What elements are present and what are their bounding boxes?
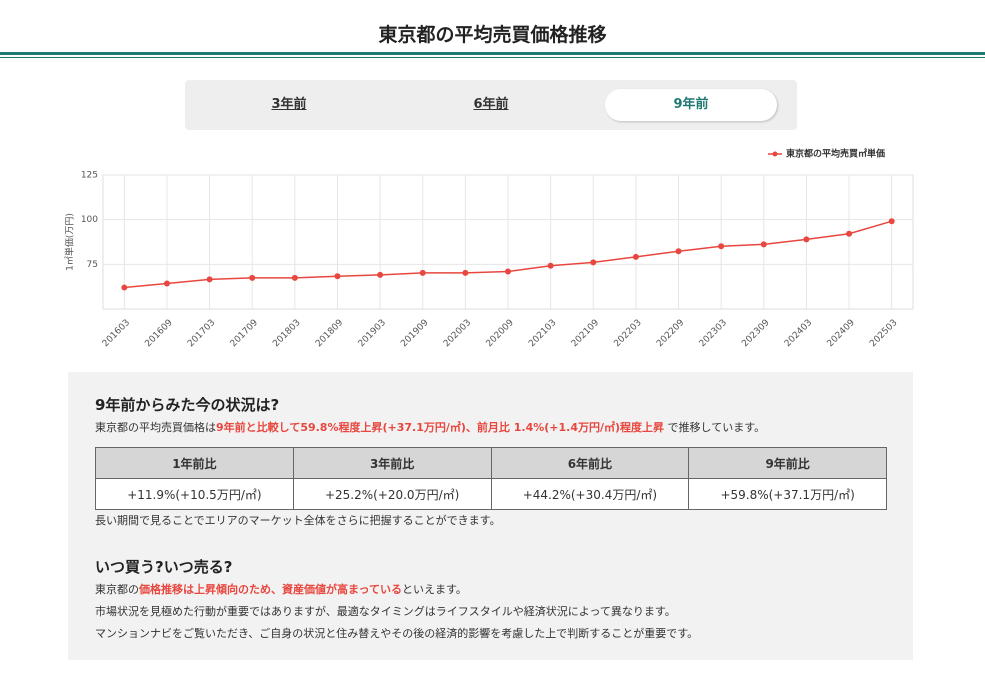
data-point bbox=[419, 269, 426, 276]
tab[interactable]: 6年前 bbox=[473, 97, 509, 112]
advice-line: 市場状況を見極めた行動が重要ではありますが、最適なタイミングはライフスタイルや経… bbox=[95, 605, 676, 618]
legend-label: 東京都の平均売買㎡単価 bbox=[786, 148, 885, 160]
x-tick-label: 202003 bbox=[442, 318, 473, 349]
data-point bbox=[334, 273, 341, 280]
x-tick-label: 202209 bbox=[655, 318, 687, 350]
header-cell: 9年前比 bbox=[688, 447, 887, 479]
y-tick-label: 125 bbox=[81, 171, 98, 181]
header-cell: 3年前比 bbox=[292, 447, 492, 479]
advice-line: 東京都の価格推移は上昇傾向のため、資産価値が高まっているといえます。 bbox=[95, 581, 467, 597]
x-tick-label: 201803 bbox=[271, 318, 302, 349]
cell: +59.8%(+37.1万円/㎡) bbox=[688, 478, 887, 510]
data-point bbox=[206, 276, 213, 283]
x-tick-label: 202309 bbox=[740, 318, 772, 350]
tab-bar: 3年前 6年前 9年前 bbox=[185, 80, 797, 130]
highlight: 価格推移は上昇傾向のため、資産価値が高まっている bbox=[139, 583, 403, 596]
data-point bbox=[888, 218, 895, 225]
summary-panel: 9年前からみた今の状況は? 東京都の平均売買価格は9年前と比較して59.8%程度… bbox=[68, 372, 913, 660]
page-title: 東京都の平均売買価格推移 bbox=[378, 24, 607, 46]
highlight: 9年前と比較して59.8%程度上昇(+37.1万円/㎡)、前月比 1.4%(+1… bbox=[216, 421, 665, 434]
data-point bbox=[760, 241, 767, 248]
data-point bbox=[846, 230, 853, 237]
x-tick-label: 202503 bbox=[868, 318, 899, 349]
y-tick-label: 100 bbox=[81, 215, 98, 225]
x-tick-label: 202109 bbox=[570, 318, 602, 350]
table-row: +11.9%(+10.5万円/㎡) +25.2%(+20.0万円/㎡) +44.… bbox=[95, 478, 887, 510]
data-point bbox=[590, 259, 597, 266]
data-point bbox=[121, 284, 128, 291]
x-tick-label: 202103 bbox=[527, 318, 558, 349]
data-point bbox=[632, 253, 639, 260]
legend-marker bbox=[772, 151, 778, 157]
data-point bbox=[377, 271, 384, 278]
title-rule bbox=[0, 52, 985, 55]
tab[interactable]: 3年前 bbox=[271, 97, 307, 112]
y-tick-label: 75 bbox=[87, 260, 98, 270]
text: で推移しています。 bbox=[664, 421, 766, 434]
data-point bbox=[803, 236, 810, 243]
header-cell: 6年前比 bbox=[490, 447, 690, 479]
x-tick-label: 201609 bbox=[143, 318, 175, 350]
section-heading: 9年前からみた今の状況は? bbox=[95, 396, 280, 414]
cell: +25.2%(+20.0万円/㎡) bbox=[292, 478, 492, 510]
cell: +44.2%(+30.4万円/㎡) bbox=[490, 478, 690, 510]
summary-sentence: 東京都の平均売買価格は9年前と比較して59.8%程度上昇(+37.1万円/㎡)、… bbox=[95, 419, 765, 435]
x-tick-label: 202403 bbox=[783, 318, 814, 349]
data-point bbox=[675, 248, 682, 255]
x-tick-label: 201903 bbox=[357, 318, 388, 349]
note: 長い期間で見ることでエリアのマーケット全体をさらに把握することができます。 bbox=[95, 514, 501, 527]
advice-line: マンションナビをご覧いただき、ご自身の状況と住み替えやその後の経済的影響を考慮し… bbox=[95, 627, 699, 640]
text: といえます。 bbox=[402, 583, 467, 596]
x-tick-label: 202303 bbox=[698, 318, 729, 349]
data-point bbox=[291, 274, 298, 281]
x-tick-label: 201909 bbox=[399, 318, 431, 350]
x-tick-label: 201603 bbox=[101, 318, 132, 349]
data-point bbox=[718, 243, 725, 250]
tab[interactable]: 9年前 bbox=[605, 89, 777, 121]
x-tick-label: 202203 bbox=[612, 318, 643, 349]
text: 東京都の平均売買価格は bbox=[95, 421, 216, 434]
text: 東京都の bbox=[95, 583, 139, 596]
table-header: 1年前比 3年前比 6年前比 9年前比 bbox=[95, 447, 887, 479]
x-tick-label: 201709 bbox=[229, 318, 261, 350]
data-point bbox=[462, 269, 469, 276]
x-tick-label: 201809 bbox=[314, 318, 346, 350]
title-rule bbox=[0, 57, 985, 58]
data-point bbox=[505, 268, 511, 275]
y-axis-label: 1㎡単価(万円) bbox=[64, 213, 76, 271]
data-point bbox=[163, 280, 170, 287]
header-cell: 1年前比 bbox=[95, 447, 294, 479]
x-tick-label: 201703 bbox=[186, 318, 217, 349]
cell: +11.9%(+10.5万円/㎡) bbox=[95, 478, 294, 510]
data-point bbox=[547, 262, 554, 269]
x-tick-label: 202009 bbox=[485, 318, 517, 350]
chart: 1㎡単価(万円) 75 100 125 201603 201609 201703 20170… bbox=[64, 148, 914, 350]
section-heading: いつ買う?いつ売る? bbox=[95, 558, 233, 576]
x-tick-label: 202409 bbox=[826, 318, 858, 350]
comparison-table: 1年前比 3年前比 6年前比 9年前比 +11.9%(+10.5万円/㎡) +2… bbox=[95, 447, 887, 510]
data-point bbox=[249, 274, 256, 281]
